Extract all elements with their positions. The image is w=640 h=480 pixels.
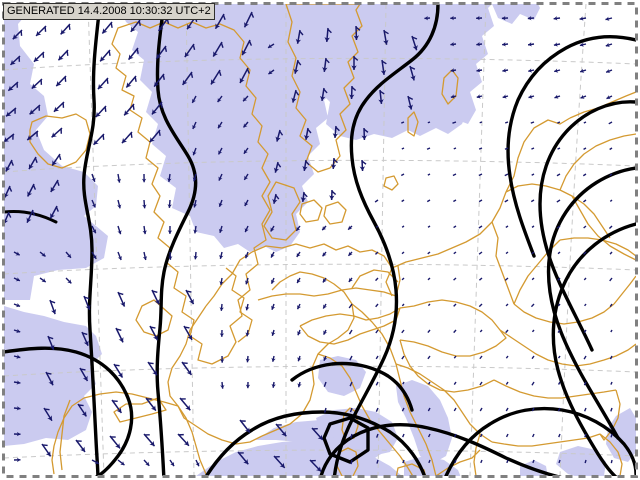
wind-arrow — [559, 460, 560, 463]
weather-map-canvas[interactable] — [0, 0, 640, 480]
wind-arrow — [505, 122, 508, 123]
wind-arrow — [611, 434, 612, 437]
wind-arrow — [402, 148, 404, 149]
wind-arrow — [585, 460, 586, 463]
weather-map-window: GENERATED 14.4.2008 10:30:32 UTC+2 — [0, 0, 640, 480]
wind-arrow — [584, 122, 586, 123]
wind-arrow — [454, 148, 456, 149]
wind-arrow — [401, 122, 404, 123]
wind-arrow — [428, 174, 430, 175]
wind-arrow — [557, 122, 560, 123]
generated-timestamp-label: GENERATED 14.4.2008 10:30:32 UTC+2 — [3, 3, 215, 20]
wind-arrow — [480, 122, 482, 123]
wind-arrow — [428, 122, 430, 123]
wind-arrow — [351, 460, 352, 464]
wind-arrow — [611, 460, 612, 463]
